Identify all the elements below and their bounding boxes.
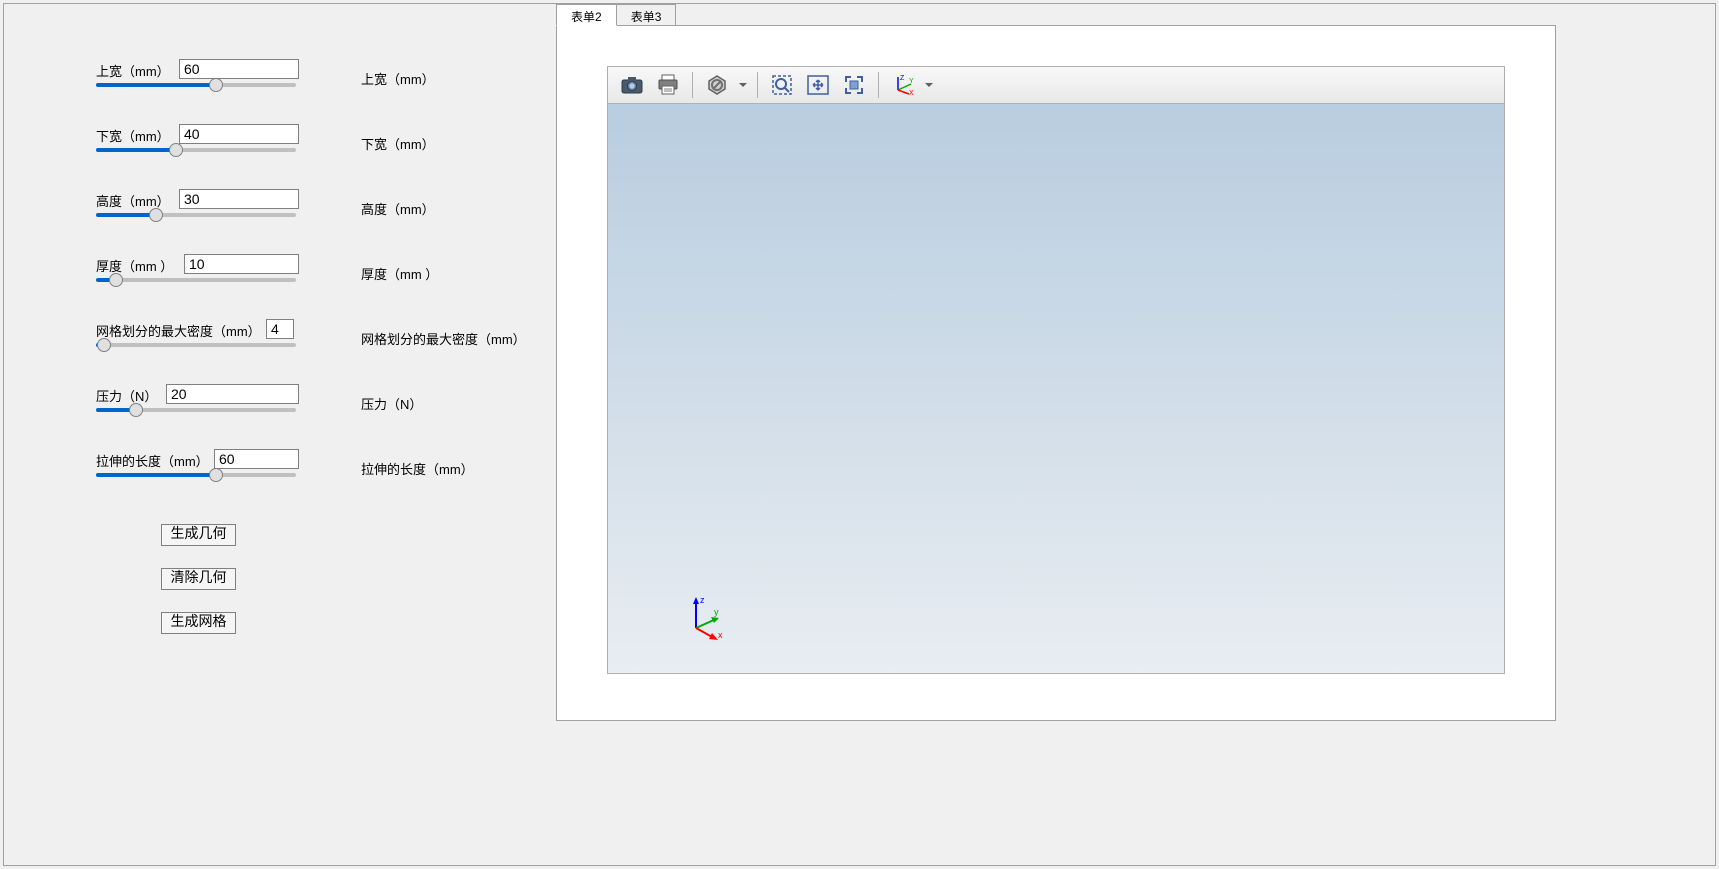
viewport-container: ZYX z y x — [556, 26, 1556, 721]
svg-text:Z: Z — [900, 75, 905, 82]
transparency-icon[interactable] — [701, 70, 733, 100]
print-icon[interactable] — [652, 70, 684, 100]
param-row-2: 高度（mm） 高度（mm） — [96, 189, 554, 254]
viewport-panel: 表单2表单3 ZYX z y x — [556, 4, 1556, 724]
param-input[interactable] — [214, 449, 299, 469]
param-label: 网格划分的最大密度（mm） — [96, 321, 261, 340]
param-slider[interactable] — [96, 473, 296, 477]
param-slider[interactable] — [96, 278, 296, 282]
toolbar-separator — [757, 72, 758, 98]
param-input[interactable] — [179, 59, 299, 79]
axis-indicator: z y x — [678, 593, 728, 643]
param-row-5: 压力（N） 压力（N） — [96, 384, 554, 449]
param-slider[interactable] — [96, 343, 296, 347]
param-label: 拉伸的长度（mm） — [96, 451, 209, 470]
svg-text:z: z — [700, 595, 705, 605]
viewport-3d[interactable]: z y x — [607, 104, 1505, 674]
param-row-6: 拉伸的长度（mm） 拉伸的长度（mm） — [96, 449, 554, 514]
toolbar-separator — [692, 72, 693, 98]
action-button-1[interactable]: 清除几何 — [161, 568, 236, 590]
param-row-1: 下宽（mm） 下宽（mm） — [96, 124, 554, 189]
action-button-0[interactable]: 生成几何 — [161, 524, 236, 546]
param-right-label: 高度（mm） — [361, 199, 435, 218]
param-label: 厚度（mm ） — [96, 256, 173, 275]
parameters-panel: 上宽（mm） 上宽（mm） 下宽（mm） 下宽（mm） 高度（mm） 高度（mm… — [4, 4, 554, 865]
svg-text:y: y — [714, 607, 719, 617]
param-row-0: 上宽（mm） 上宽（mm） — [96, 59, 554, 124]
zoom-box-icon[interactable] — [766, 70, 798, 100]
tabs-bar: 表单2表单3 — [556, 4, 1556, 26]
svg-text:x: x — [718, 630, 723, 640]
param-right-label: 拉伸的长度（mm） — [361, 459, 474, 478]
param-input[interactable] — [179, 189, 299, 209]
viewport-toolbar: ZYX — [607, 66, 1505, 104]
param-input[interactable] — [179, 124, 299, 144]
param-input[interactable] — [184, 254, 299, 274]
param-right-label: 网格划分的最大密度（mm） — [361, 329, 526, 348]
tab-0[interactable]: 表单2 — [556, 4, 617, 26]
param-row-4: 网格划分的最大密度（mm） 网格划分的最大密度（mm） — [96, 319, 554, 384]
param-slider[interactable] — [96, 148, 296, 152]
camera-icon[interactable] — [616, 70, 648, 100]
param-label: 上宽（mm） — [96, 61, 170, 80]
toolbar-separator — [878, 72, 879, 98]
param-label: 压力（N） — [96, 386, 157, 405]
param-right-label: 下宽（mm） — [361, 134, 435, 153]
main-window: 上宽（mm） 上宽（mm） 下宽（mm） 下宽（mm） 高度（mm） 高度（mm… — [3, 3, 1716, 866]
param-right-label: 厚度（mm ） — [361, 264, 438, 283]
param-input[interactable] — [166, 384, 299, 404]
param-row-3: 厚度（mm ） 厚度（mm ） — [96, 254, 554, 319]
param-right-label: 上宽（mm） — [361, 69, 435, 88]
fit-icon[interactable] — [838, 70, 870, 100]
action-button-2[interactable]: 生成网格 — [161, 612, 236, 634]
param-input[interactable] — [266, 319, 294, 339]
dropdown-arrow-icon[interactable] — [737, 70, 749, 100]
param-slider[interactable] — [96, 213, 296, 217]
param-label: 下宽（mm） — [96, 126, 170, 145]
param-slider[interactable] — [96, 83, 296, 87]
svg-text:X: X — [909, 90, 914, 96]
param-label: 高度（mm） — [96, 191, 170, 210]
svg-text:Y: Y — [909, 78, 914, 85]
param-right-label: 压力（N） — [361, 394, 422, 413]
dropdown-arrow-icon[interactable] — [923, 70, 935, 100]
param-slider[interactable] — [96, 408, 296, 412]
pan-icon[interactable] — [802, 70, 834, 100]
action-buttons-area: 生成几何清除几何生成网格 — [96, 524, 554, 634]
axis-icon[interactable]: ZYX — [887, 70, 919, 100]
tab-1[interactable]: 表单3 — [616, 4, 677, 25]
